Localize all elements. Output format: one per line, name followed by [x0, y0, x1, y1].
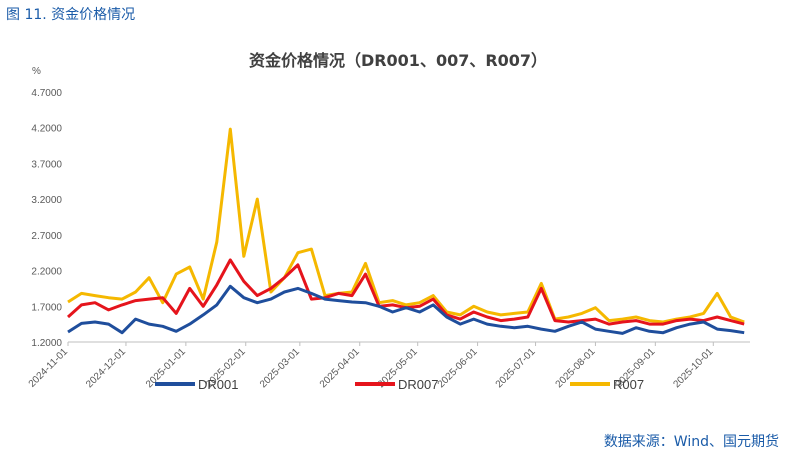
- x-tick-label: 2024-11-01: [27, 346, 71, 390]
- figure-caption: 图 11. 资金价格情况: [6, 7, 136, 23]
- legend-label-dr007: DR007: [398, 377, 438, 392]
- chart-title: 资金价格情况（DR001、007、R007）: [249, 51, 547, 70]
- y-tick-label: 2.7000: [31, 231, 62, 242]
- series-line-dr007: [66, 258, 745, 326]
- y-axis: 1.2000 1.7000 2.2000 2.7000 3.2000 3.7000 4.20…: [31, 88, 62, 349]
- legend-label-r007: R007: [613, 377, 644, 392]
- x-tick-label: 2025-10-01: [671, 346, 715, 390]
- y-tick-label: 2.2000: [31, 267, 62, 278]
- y-tick-label: 1.2000: [31, 338, 62, 349]
- y-tick-label: 4.7000: [31, 88, 62, 99]
- legend: DR001 DR007 R007: [155, 377, 644, 392]
- series-line-dr001: [67, 284, 745, 335]
- series-line-r007: [67, 127, 745, 324]
- legend-label-dr001: DR001: [198, 377, 238, 392]
- y-tick-label: 3.2000: [31, 195, 62, 206]
- data-source: 数据来源：Wind、国元期货: [603, 434, 779, 450]
- x-tick-label: 2025-07-01: [494, 346, 538, 390]
- y-axis-unit-label: %: [32, 66, 41, 77]
- x-tick-label: 2024-12-01: [84, 346, 128, 390]
- y-tick-label: 1.7000: [31, 302, 62, 313]
- x-tick-label: 2025-03-01: [258, 346, 302, 390]
- series-lines: [66, 127, 745, 335]
- y-tick-label: 3.7000: [31, 159, 62, 170]
- y-tick-label: 4.2000: [31, 124, 62, 135]
- x-tick-label: 2025-06-01: [436, 346, 480, 390]
